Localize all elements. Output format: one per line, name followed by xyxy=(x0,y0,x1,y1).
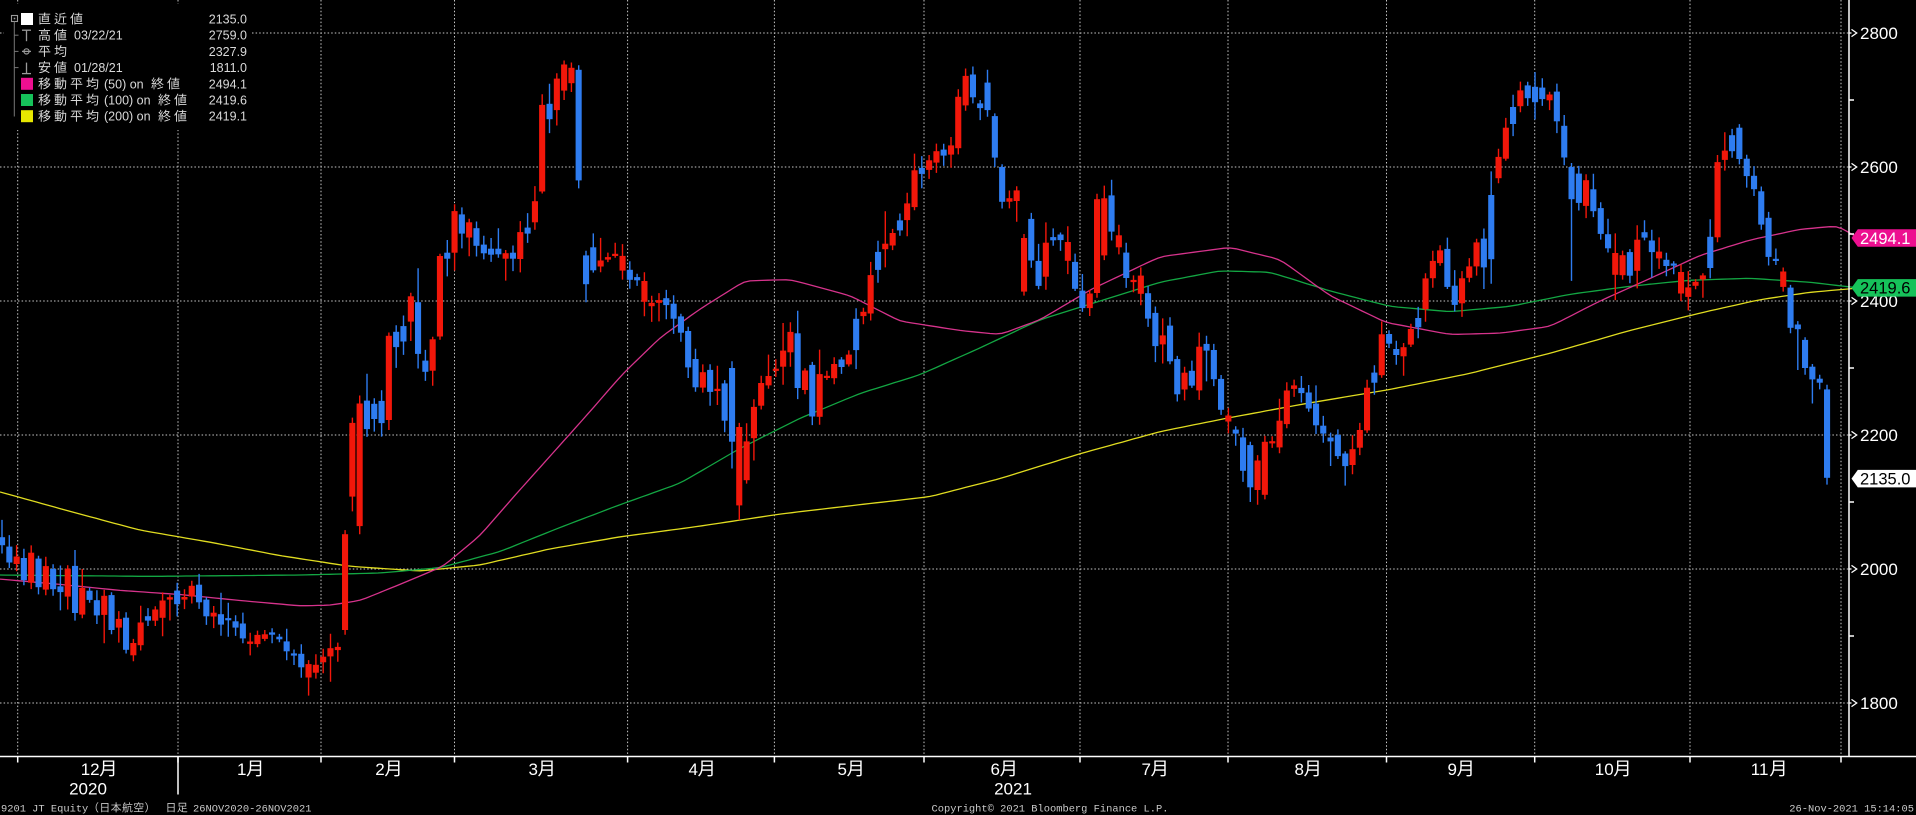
svg-text:5: 5 xyxy=(838,760,847,779)
svg-text:2759.0: 2759.0 xyxy=(209,29,247,43)
svg-text:26NOV2020-26NOV2021: 26NOV2020-26NOV2021 xyxy=(193,804,311,815)
svg-text:2494.1: 2494.1 xyxy=(1860,230,1910,248)
svg-text:2021: 2021 xyxy=(994,780,1032,799)
svg-text:8: 8 xyxy=(1295,760,1304,779)
svg-text:2135.0: 2135.0 xyxy=(1860,470,1910,488)
svg-text:03/22/21: 03/22/21 xyxy=(74,29,123,43)
svg-text:9: 9 xyxy=(1448,760,1457,779)
svg-text:2: 2 xyxy=(375,760,384,779)
svg-text:3: 3 xyxy=(529,760,538,779)
svg-text:Copyright© 2021 Bloomberg Fina: Copyright© 2021 Bloomberg Finance L.P. xyxy=(932,804,1169,815)
svg-text:12: 12 xyxy=(81,760,100,779)
svg-text:2020: 2020 xyxy=(69,780,107,799)
svg-text:2494.1: 2494.1 xyxy=(209,77,247,91)
svg-text:9201 JT Equity: 9201 JT Equity xyxy=(1,804,88,815)
svg-text:4: 4 xyxy=(689,760,698,779)
svg-text:2327.9: 2327.9 xyxy=(209,45,247,59)
svg-text:(100) on: (100) on xyxy=(104,94,151,108)
svg-text:1: 1 xyxy=(237,760,246,779)
svg-text:11: 11 xyxy=(1751,760,1769,779)
svg-text:26-Nov-2021 15:14:05: 26-Nov-2021 15:14:05 xyxy=(1789,804,1914,815)
svg-text:2800: 2800 xyxy=(1860,24,1898,43)
svg-text:1800: 1800 xyxy=(1860,694,1898,713)
svg-text:(200) on: (200) on xyxy=(104,110,151,124)
svg-text:10: 10 xyxy=(1595,760,1614,779)
svg-text:6: 6 xyxy=(991,760,1000,779)
svg-text:2000: 2000 xyxy=(1860,560,1898,579)
svg-text:2419.1: 2419.1 xyxy=(209,110,247,124)
svg-text:2419.6: 2419.6 xyxy=(1860,280,1910,298)
svg-text:2600: 2600 xyxy=(1860,158,1898,177)
svg-text:01/28/21: 01/28/21 xyxy=(74,61,123,75)
svg-text:2135.0: 2135.0 xyxy=(209,13,247,27)
svg-text:(50) on: (50) on xyxy=(104,77,144,91)
svg-text:2419.6: 2419.6 xyxy=(209,94,247,108)
svg-text:7: 7 xyxy=(1142,760,1151,779)
svg-text:2200: 2200 xyxy=(1860,426,1898,445)
svg-text:1811.0: 1811.0 xyxy=(210,61,247,75)
svg-text:2400: 2400 xyxy=(1860,292,1898,311)
